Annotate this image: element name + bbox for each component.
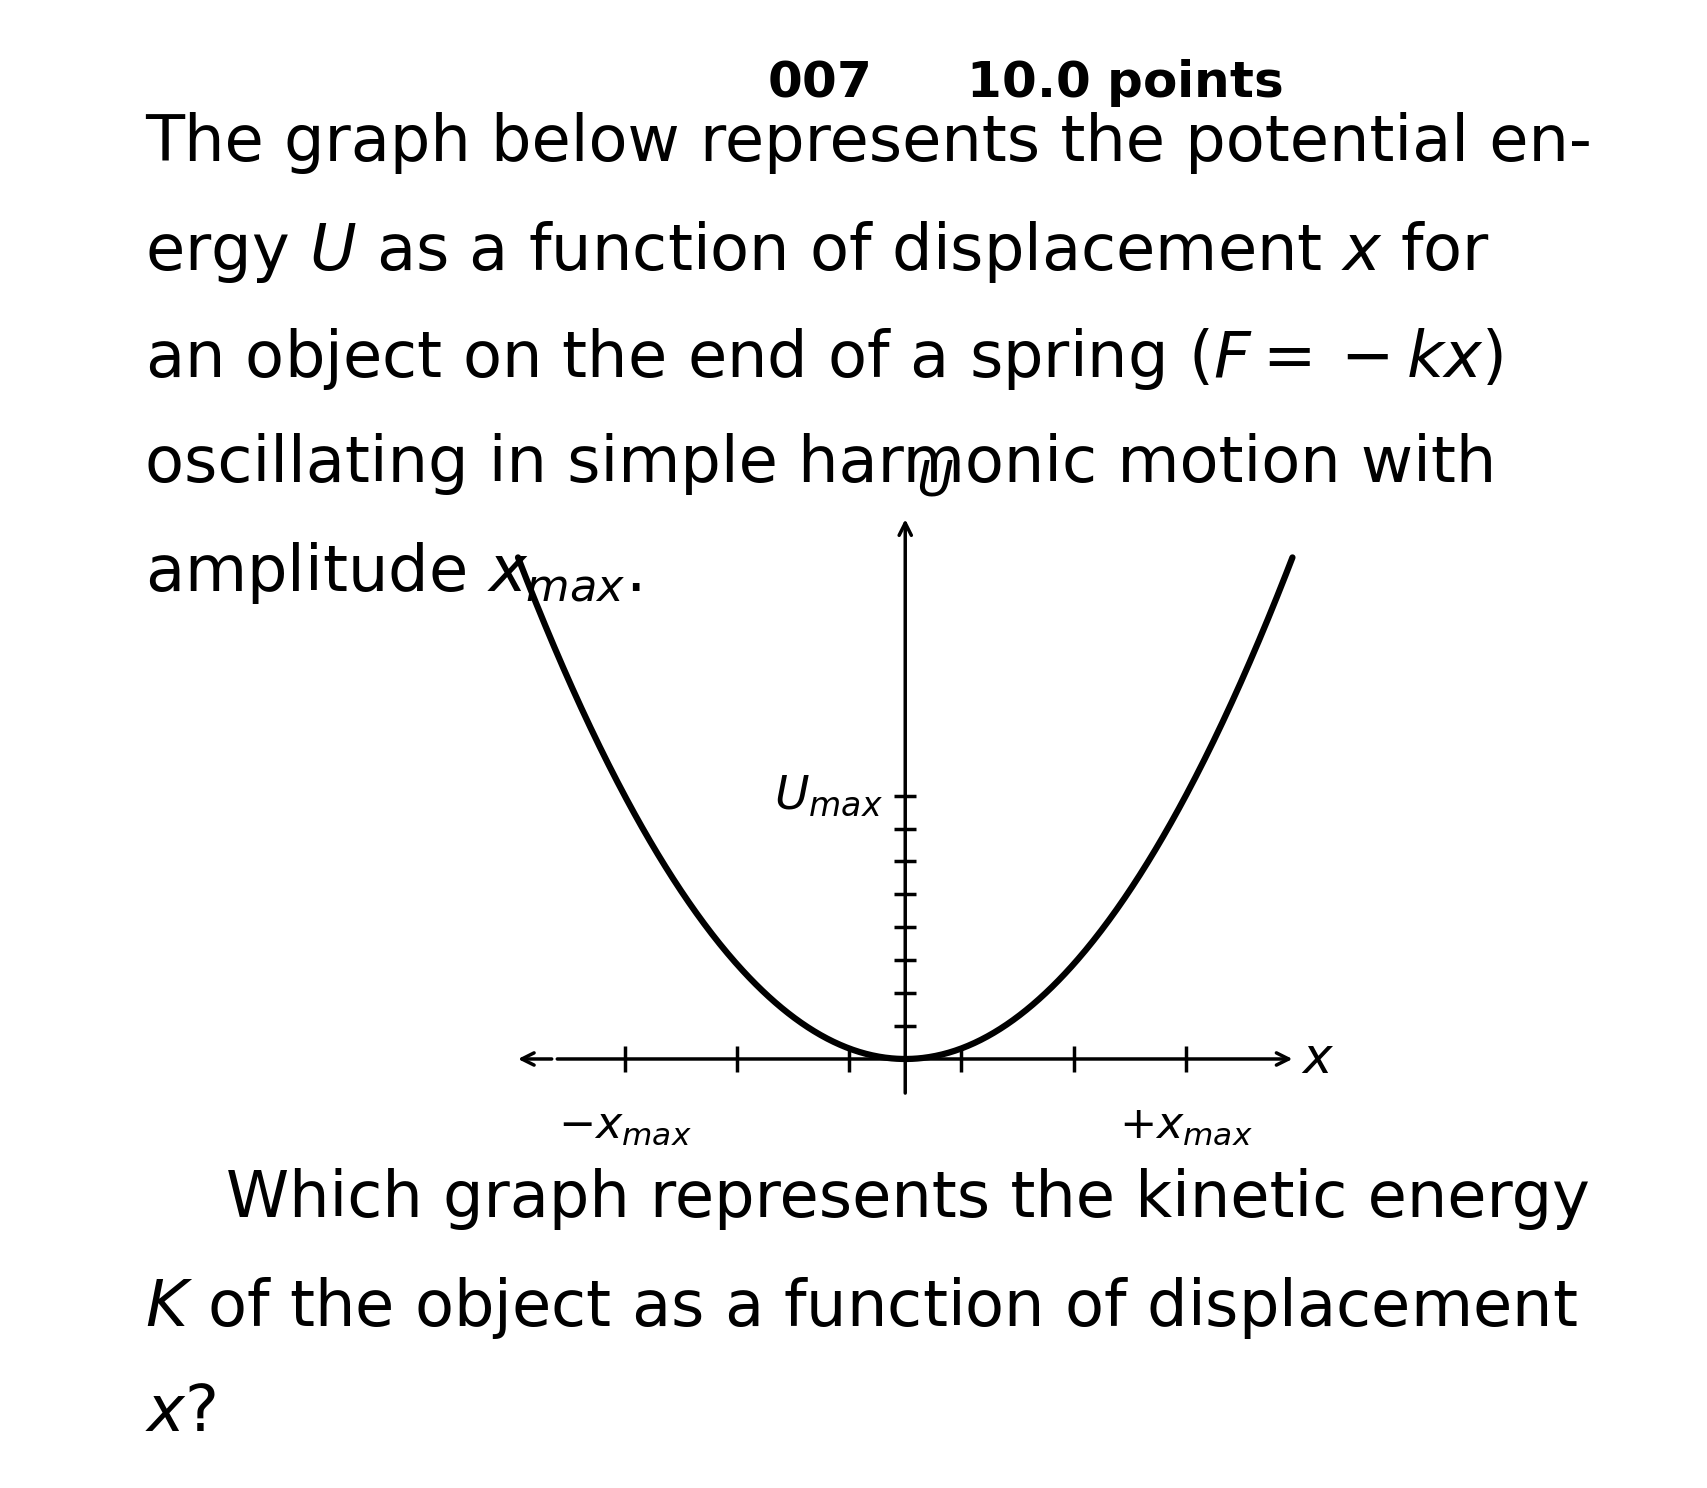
Text: $\mathbf{007}$      $\mathbf{10.0\ points}$: $\mathbf{007}$ $\mathbf{10.0\ points}$ bbox=[766, 57, 1282, 109]
Text: an object on the end of a spring ($F = -kx$): an object on the end of a spring ($F = -… bbox=[145, 326, 1502, 391]
Text: $U$: $U$ bbox=[917, 458, 954, 506]
Text: Which graph represents the kinetic energy: Which graph represents the kinetic energ… bbox=[145, 1168, 1589, 1231]
Text: ergy $U$ as a function of displacement $x$ for: ergy $U$ as a function of displacement $… bbox=[145, 219, 1490, 284]
Text: amplitude $x_{max}$.: amplitude $x_{max}$. bbox=[145, 540, 640, 606]
Text: $x$?: $x$? bbox=[145, 1382, 217, 1445]
Text: $+x_{max}$: $+x_{max}$ bbox=[1118, 1104, 1251, 1147]
Text: $x$: $x$ bbox=[1301, 1036, 1333, 1083]
Text: The graph below represents the potential en-: The graph below represents the potential… bbox=[145, 112, 1591, 174]
Text: $U_{max}$: $U_{max}$ bbox=[773, 774, 883, 818]
Text: oscillating in simple harmonic motion with: oscillating in simple harmonic motion wi… bbox=[145, 433, 1495, 496]
Text: $K$ of the object as a function of displacement: $K$ of the object as a function of displ… bbox=[145, 1275, 1577, 1341]
Text: $-x_{max}$: $-x_{max}$ bbox=[558, 1104, 691, 1147]
